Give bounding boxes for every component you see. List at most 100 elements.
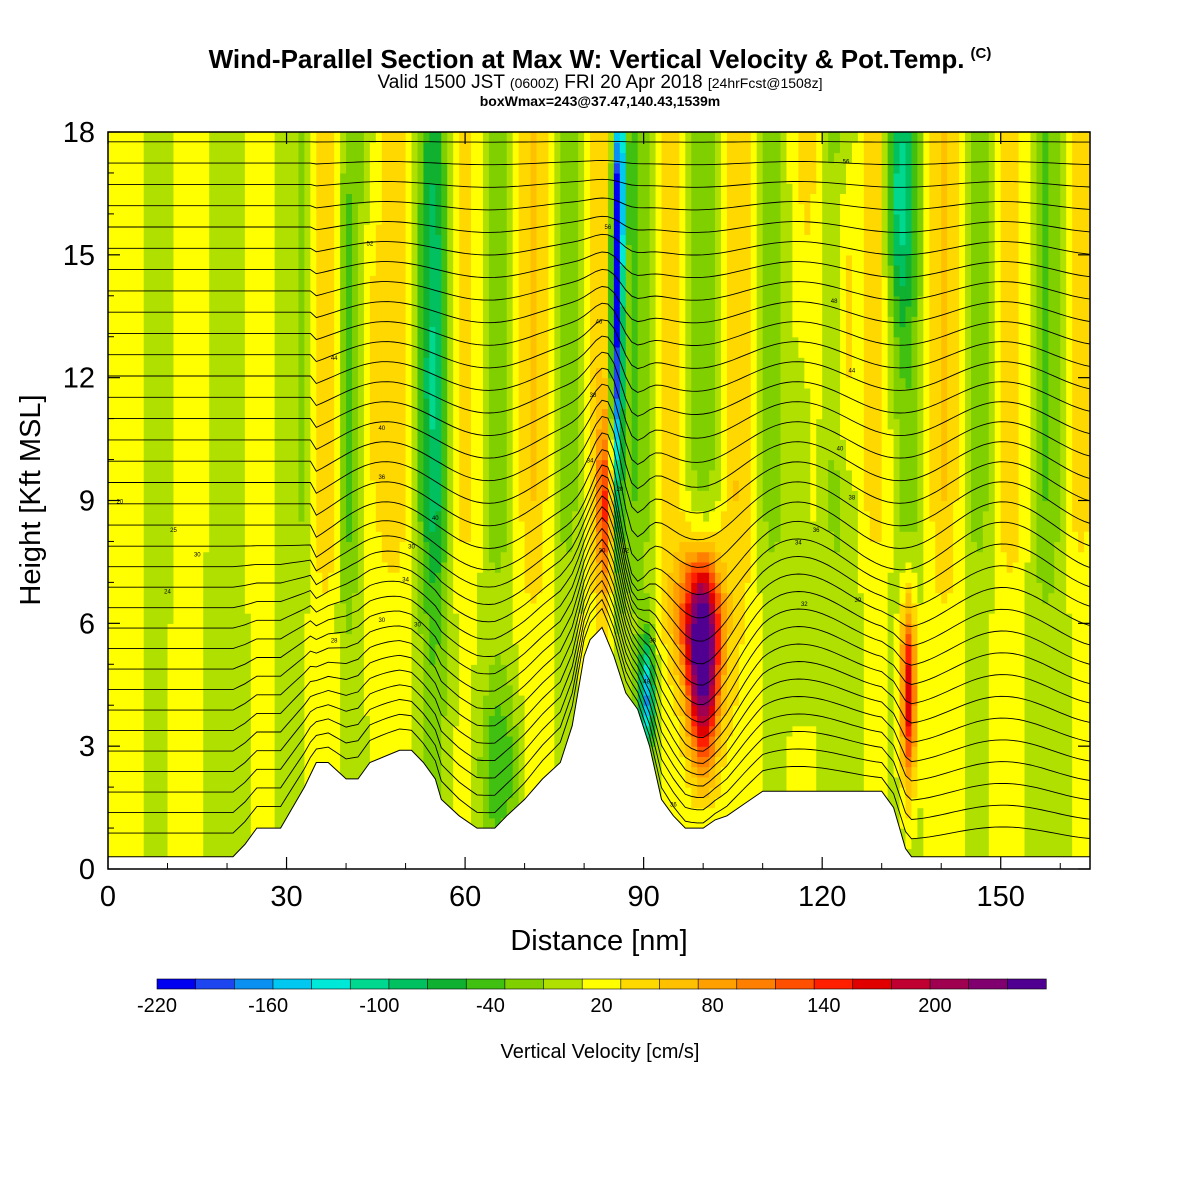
field-cell: [346, 439, 353, 450]
field-cell: [465, 428, 472, 440]
field-cell: [137, 275, 145, 287]
field-cell: [465, 746, 472, 758]
field-cell: [340, 377, 347, 389]
field-cell: [262, 551, 270, 563]
field-cell: [274, 643, 282, 655]
field-cell: [221, 602, 228, 614]
field-cell: [310, 285, 317, 297]
field-cell: [215, 387, 222, 399]
field-cell: [256, 398, 264, 409]
field-cell: [191, 336, 198, 348]
field-cell: [292, 459, 300, 471]
field-cell: [167, 510, 175, 522]
field-cell: [423, 398, 430, 409]
field-cell: [232, 551, 240, 563]
field-cell: [381, 336, 389, 348]
field-cell: [352, 193, 359, 205]
field-cell: [512, 705, 520, 717]
field-cell: [250, 265, 258, 276]
field-cell: [268, 592, 276, 604]
field-cell: [304, 715, 311, 727]
field-cell: [381, 132, 389, 143]
field-cell: [280, 807, 288, 819]
field-cell: [482, 234, 490, 246]
field-cell: [429, 142, 436, 154]
field-cell: [357, 295, 365, 307]
field-cell: [221, 776, 228, 788]
field-cell: [417, 654, 425, 665]
field-cell: [363, 418, 371, 430]
field-cell: [268, 602, 276, 614]
field-cell: [161, 572, 169, 583]
field-cell: [352, 520, 359, 532]
field-cell: [346, 715, 353, 727]
field-cell: [441, 490, 448, 502]
field-cell: [465, 367, 472, 379]
field-cell: [155, 510, 163, 522]
field-cell: [179, 592, 186, 604]
field-cell: [429, 152, 436, 164]
field-cell: [417, 520, 425, 532]
field-cell: [441, 572, 448, 583]
field-cell: [119, 746, 127, 758]
field-cell: [471, 480, 478, 491]
field-cell: [232, 633, 240, 645]
field-cell: [173, 295, 181, 307]
field-cell: [274, 203, 282, 215]
field-cell: [488, 152, 496, 164]
field-cell: [399, 275, 407, 287]
field-cell: [476, 787, 484, 798]
field-cell: [215, 213, 222, 225]
field-cell: [399, 520, 407, 532]
field-cell: [262, 244, 270, 256]
field-cell: [357, 367, 365, 379]
field-cell: [256, 776, 264, 788]
field-cell: [256, 531, 264, 543]
field-cell: [352, 132, 359, 143]
field-cell: [423, 387, 430, 399]
field-cell: [113, 480, 121, 491]
field-cell: [286, 213, 294, 225]
field-cell: [518, 684, 526, 696]
field-cell: [506, 654, 514, 665]
field-cell: [179, 172, 186, 184]
field-cell: [137, 469, 145, 481]
field-cell: [381, 684, 389, 696]
field-cell: [262, 295, 270, 307]
field-cell: [322, 674, 329, 686]
field-cell: [381, 285, 389, 297]
field-cell: [209, 520, 216, 532]
field-cell: [280, 500, 288, 512]
field-cell: [500, 654, 508, 665]
field-cell: [500, 469, 508, 481]
field-cell: [250, 531, 258, 543]
field-cell: [328, 162, 335, 174]
field-cell: [488, 684, 496, 696]
field-cell: [429, 377, 436, 389]
field-cell: [215, 132, 222, 143]
field-cell: [346, 306, 353, 317]
field-cell: [292, 306, 300, 317]
field-cell: [119, 705, 127, 717]
field-cell: [465, 387, 472, 399]
field-cell: [399, 234, 407, 246]
field-cell: [167, 306, 175, 317]
field-cell: [346, 265, 353, 276]
field-cell: [256, 234, 264, 246]
field-cell: [304, 602, 311, 614]
field-cell: [375, 746, 383, 758]
field-cell: [286, 510, 294, 522]
field-cell: [322, 623, 329, 635]
field-cell: [155, 480, 163, 491]
field-cell: [322, 172, 329, 184]
field-cell: [161, 152, 169, 164]
field-cell: [209, 398, 216, 409]
field-cell: [328, 213, 335, 225]
field-cell: [131, 316, 139, 328]
field-cell: [375, 234, 383, 246]
field-cell: [459, 490, 466, 502]
field-cell: [417, 316, 425, 328]
field-cell: [161, 367, 169, 379]
field-cell: [453, 326, 460, 338]
field-cell: [399, 172, 407, 184]
